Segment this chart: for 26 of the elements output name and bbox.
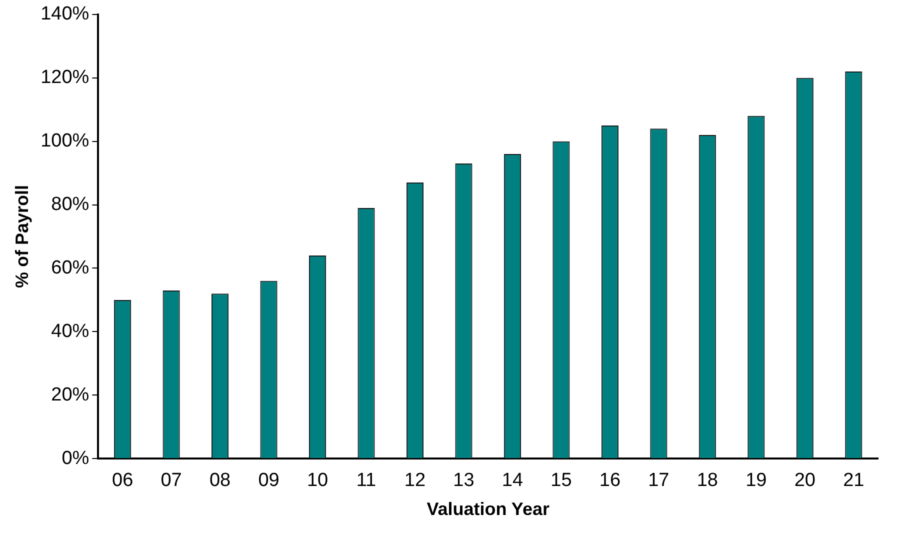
x-tick-label: 14 [502,470,524,492]
x-tick-label: 11 [356,470,376,492]
x-tick-label: 07 [160,470,182,492]
x-tick-label: 17 [648,470,670,492]
y-tick-label: 100% [40,130,90,152]
x-tick-label: 21 [843,470,864,492]
x-tick-label: 09 [258,470,280,492]
x-tick-label: 06 [112,470,134,492]
x-axis-title: Valuation Year [426,499,550,520]
y-tick-label: 20% [51,384,90,406]
x-tick-label: 20 [794,470,816,492]
x-tick-label: 19 [746,470,767,492]
y-tick-label: 120% [40,67,90,88]
y-tick-label: 40% [51,320,90,342]
x-tick-label: 10 [306,470,328,492]
y-tick-label: 80% [51,194,90,216]
x-tick-label: 12 [404,470,426,492]
y-tick-label: 140% [40,4,90,25]
x-tick-label: 08 [209,470,231,492]
x-tick-label: 18 [696,470,718,492]
y-tick-label: 60% [51,257,90,278]
x-tick-label: 16 [599,470,621,492]
y-tick-label: 0% [62,448,90,469]
x-tick-label: 15 [550,470,572,492]
y-axis-title: % of Payroll [12,184,32,288]
x-tick-label: 13 [453,470,474,492]
